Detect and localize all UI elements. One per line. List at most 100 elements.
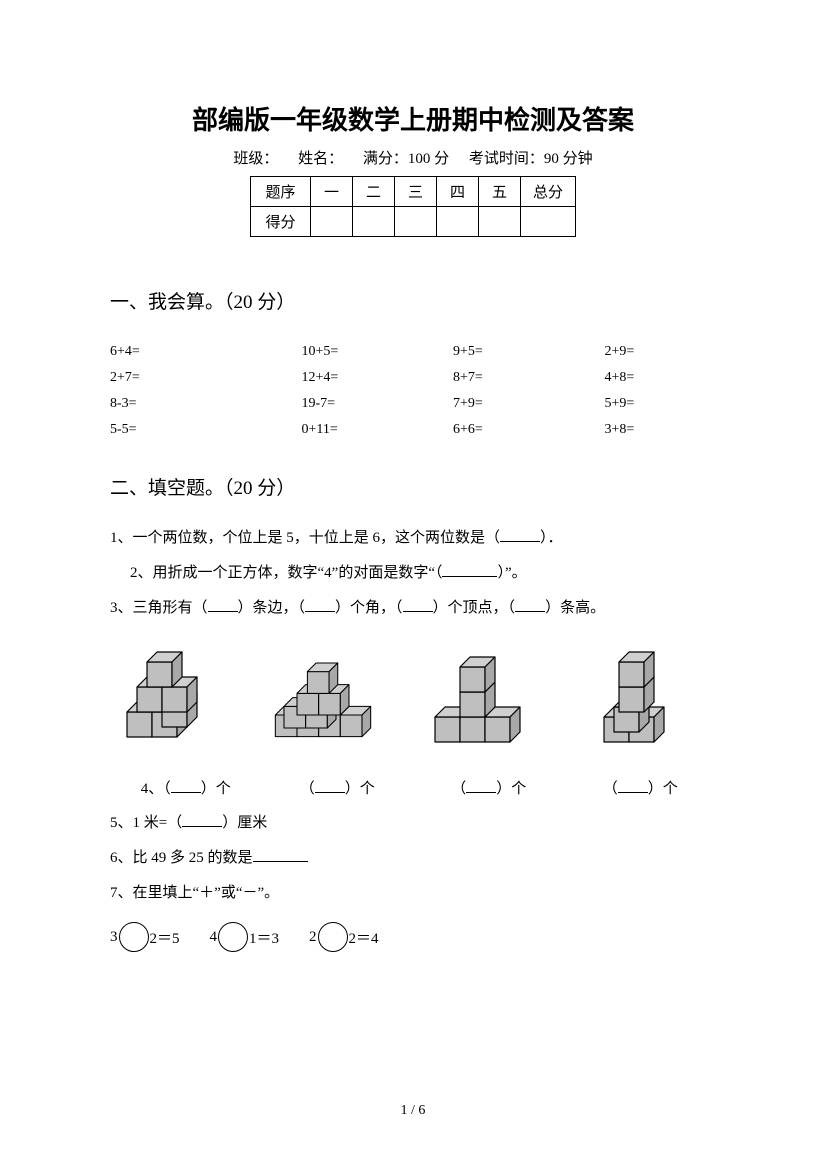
- cube-group-3-icon: [425, 642, 555, 762]
- blank: [305, 596, 335, 612]
- calc-cell: 2+9=: [565, 339, 717, 365]
- q4-post: ）个: [345, 781, 375, 797]
- count-item: （）个: [272, 777, 402, 798]
- q3-text-d: ）个顶点，（: [433, 600, 516, 616]
- q2-text-pre: 2、用折成一个正方体，数字“4”的对面是数字“（: [130, 565, 442, 581]
- circle-blank-icon: [119, 922, 149, 952]
- q4-post: ）个: [496, 781, 526, 797]
- calc-cell: 5-5=: [110, 417, 262, 443]
- score-cell: [479, 207, 521, 237]
- class-label: 班级：: [233, 147, 278, 168]
- circle-blank-icon: [318, 922, 348, 952]
- calc-table: 6+4= 10+5= 9+5= 2+9= 2+7= 12+4= 8+7= 4+8…: [110, 339, 716, 443]
- q2-text-post: ）”。: [497, 565, 526, 581]
- q3-text-a: 3、三角形有（: [110, 600, 208, 616]
- calc-cell: 2+7=: [110, 365, 262, 391]
- calc-cell: 10+5=: [262, 339, 414, 365]
- cubes-row: [110, 642, 716, 762]
- count-item: （）个: [424, 777, 554, 798]
- table-row: 题序 一 二 三 四 五 总分: [251, 177, 576, 207]
- question-4: 4、（ ）个 （）个 （）个 （）个: [110, 777, 716, 798]
- q3-text-c: ）个角，（: [335, 600, 403, 616]
- q4-post: ）个: [201, 781, 231, 797]
- expr-2: 4 1＝3: [210, 922, 280, 952]
- calc-cell: 6+6=: [413, 417, 565, 443]
- blank: [500, 526, 540, 542]
- expr2-a: 4: [210, 929, 218, 946]
- meta-line: 班级： 姓名： 满分：100 分 考试时间：90 分钟: [110, 147, 716, 168]
- question-6: 6、比 49 多 25 的数是: [110, 845, 716, 872]
- expr1-a: 3: [110, 929, 118, 946]
- q3-text-e: ）条高。: [545, 600, 605, 616]
- expr2-b: 1＝3: [249, 927, 279, 948]
- header-cell: 四: [437, 177, 479, 207]
- expr-1: 3 2＝5: [110, 922, 180, 952]
- count-item: （）个: [575, 777, 705, 798]
- calc-cell: 5+9=: [565, 391, 717, 417]
- score-cell: [521, 207, 576, 237]
- page-footer: 1 / 6: [0, 1103, 826, 1119]
- q1-text-pre: 1、一个两位数，个位上是 5，十位上是 6，这个两位数是（: [110, 530, 500, 546]
- question-7-expressions: 3 2＝5 4 1＝3 2 2＝4: [110, 922, 716, 952]
- q6-pre: 6、比 49 多 25 的数是: [110, 850, 253, 866]
- cube-group-1-icon: [117, 642, 247, 762]
- score-cell: [395, 207, 437, 237]
- score-cell: [437, 207, 479, 237]
- calc-cell: 7+9=: [413, 391, 565, 417]
- blank: [403, 596, 433, 612]
- blank: [442, 561, 497, 577]
- header-cell: 三: [395, 177, 437, 207]
- calc-cell: 0+11=: [262, 417, 414, 443]
- calc-row: 8-3= 19-7= 7+9= 5+9=: [110, 391, 716, 417]
- expr-3: 2 2＝4: [309, 922, 379, 952]
- question-5: 5、1 米=（）厘米: [110, 810, 716, 837]
- circle-blank-icon: [218, 922, 248, 952]
- cube-group-2-icon: [271, 642, 401, 762]
- table-row: 得分: [251, 207, 576, 237]
- calc-cell: 6+4=: [110, 339, 262, 365]
- question-2: 2、用折成一个正方体，数字“4”的对面是数字“（ ）”。: [110, 560, 716, 587]
- time-label: 考试时间：90 分钟: [469, 147, 593, 168]
- calc-cell: 9+5=: [413, 339, 565, 365]
- q1-text-post: ）．: [540, 530, 563, 546]
- section-1-header: 一、我会算。（20 分）: [110, 287, 716, 314]
- calc-row: 6+4= 10+5= 9+5= 2+9=: [110, 339, 716, 365]
- score-row-label: 得分: [251, 207, 311, 237]
- calc-row: 2+7= 12+4= 8+7= 4+8=: [110, 365, 716, 391]
- score-table: 题序 一 二 三 四 五 总分 得分: [250, 176, 576, 237]
- header-cell: 五: [479, 177, 521, 207]
- blank: [618, 777, 648, 793]
- q3-text-b: ）条边，（: [238, 600, 306, 616]
- fullscore-label: 满分：100 分: [363, 147, 449, 168]
- calc-row: 5-5= 0+11= 6+6= 3+8=: [110, 417, 716, 443]
- expr1-b: 2＝5: [150, 927, 180, 948]
- blank: [171, 777, 201, 793]
- calc-cell: 4+8=: [565, 365, 717, 391]
- q5-pre: 5、1 米=（: [110, 815, 182, 831]
- cube-group-4-icon: [579, 642, 709, 762]
- calc-cell: 12+4=: [262, 365, 414, 391]
- header-cell: 一: [311, 177, 353, 207]
- blank: [182, 811, 222, 827]
- expr3-b: 2＝4: [349, 927, 379, 948]
- blank: [515, 596, 545, 612]
- question-3: 3、三角形有（ ）条边，（ ）个角，（ ）个顶点，（ ）条高。: [110, 595, 716, 622]
- header-cell: 二: [353, 177, 395, 207]
- header-cell: 题序: [251, 177, 311, 207]
- section-2-header: 二、填空题。（20 分）: [110, 473, 716, 500]
- calc-cell: 8+7=: [413, 365, 565, 391]
- score-cell: [311, 207, 353, 237]
- calc-cell: 3+8=: [565, 417, 717, 443]
- calc-cell: 19-7=: [262, 391, 414, 417]
- question-7: 7、在里填上“＋”或“－”。: [110, 880, 716, 907]
- question-1: 1、一个两位数，个位上是 5，十位上是 6，这个两位数是（ ）．: [110, 525, 716, 552]
- blank: [315, 777, 345, 793]
- count-item: 4、（ ）个: [121, 777, 251, 798]
- blank: [208, 596, 238, 612]
- header-cell: 总分: [521, 177, 576, 207]
- q4-pre: 4、（: [141, 781, 171, 797]
- expr3-a: 2: [309, 929, 317, 946]
- blank: [466, 777, 496, 793]
- page-title: 部编版一年级数学上册期中检测及答案: [110, 100, 716, 137]
- q4-post: ）个: [648, 781, 678, 797]
